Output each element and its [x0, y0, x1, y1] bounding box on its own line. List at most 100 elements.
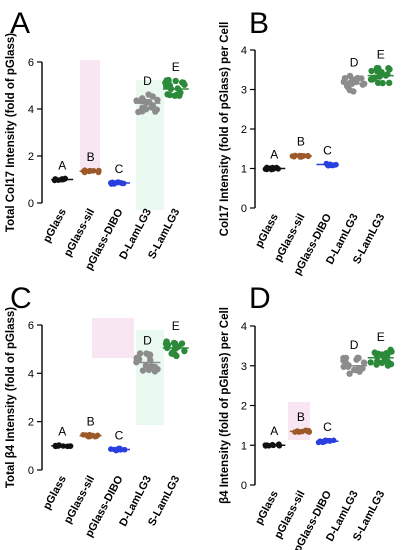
group-letter: B	[297, 135, 305, 149]
data-point	[386, 79, 393, 87]
y-tick-label: 2	[241, 124, 247, 136]
data-cluster-d-lamlg3	[340, 354, 368, 377]
data-point	[359, 365, 366, 372]
data-cluster-s-lamlg3	[162, 338, 189, 360]
data-point	[346, 370, 353, 377]
data-point	[374, 68, 381, 75]
group-letter: D	[143, 333, 152, 347]
panel-label: D	[249, 282, 271, 315]
y-tick-label: 6	[28, 320, 34, 332]
data-cluster-pglass	[51, 442, 74, 450]
data-cluster-pglass-sil	[289, 152, 312, 160]
y-axis-title: Total Col17 Intensity (fold of pGlass)	[5, 33, 17, 232]
data-point	[340, 354, 347, 362]
data-point	[148, 104, 155, 111]
data-point	[154, 96, 161, 104]
group-letter: C	[115, 428, 124, 442]
group-letter: C	[323, 420, 332, 434]
data-cluster-s-lamlg3	[367, 346, 395, 369]
panel-label: B	[249, 7, 269, 40]
panel-b: B 0 1 2 3 4 Col17 Intensity (fold of pGlass) p…	[219, 7, 394, 277]
y-tick-label: 0	[28, 465, 34, 477]
data-cluster-d-lamlg3	[133, 350, 161, 375]
data-point	[368, 67, 375, 75]
data-cluster-pglass-sil	[79, 431, 102, 440]
highlight-box	[92, 318, 134, 358]
data-point	[165, 76, 172, 84]
data-point	[358, 75, 365, 82]
data-point	[341, 74, 349, 82]
data-point	[145, 91, 152, 98]
y-tick-label: 0	[241, 480, 247, 492]
data-point	[360, 359, 368, 366]
y-tick-label: 3	[241, 361, 247, 373]
data-point	[135, 108, 142, 116]
group-letter: B	[87, 414, 95, 428]
data-cluster-s-lamlg3	[162, 76, 189, 99]
data-cluster-pglass-dibo	[108, 445, 130, 454]
group-letter: A	[58, 158, 66, 172]
data-point	[136, 350, 144, 357]
group-letter: A	[270, 147, 278, 161]
data-point	[146, 352, 153, 360]
data-cluster-pglass	[262, 441, 286, 449]
x-tick-label: pGlass	[41, 474, 69, 512]
group-letter: D	[350, 338, 359, 352]
data-point	[346, 86, 354, 94]
data-cluster-d-lamlg3	[340, 72, 368, 95]
y-tick-label: 4	[241, 321, 247, 333]
group-letter: A	[270, 424, 278, 438]
y-tick-label: 4	[241, 45, 247, 57]
y-tick-label: 6	[28, 57, 34, 69]
group-letter: A	[58, 425, 66, 439]
data-point	[135, 356, 143, 363]
data-point	[116, 445, 122, 452]
data-point	[291, 154, 297, 160]
data-point	[181, 347, 188, 355]
x-tick-label: pGlass	[41, 207, 69, 245]
data-point	[388, 348, 395, 355]
data-point	[297, 154, 303, 160]
y-tick-label: 3	[241, 85, 247, 97]
data-point	[178, 79, 186, 86]
data-point	[385, 64, 392, 72]
group-letter: E	[172, 60, 180, 74]
y-tick-label: 0	[241, 203, 247, 215]
data-point	[384, 71, 391, 78]
data-point	[342, 359, 350, 367]
data-cluster-pglass-dibo	[108, 179, 130, 187]
y-tick-label: 1	[241, 164, 247, 176]
data-point	[148, 362, 155, 370]
group-letter: C	[115, 162, 124, 176]
y-tick-label: 0	[28, 198, 34, 210]
data-point	[166, 82, 174, 89]
data-cluster-pglass	[51, 175, 74, 184]
group-letter: D	[350, 56, 359, 70]
panel-a: A 0 2 4 6 Total Col17 Intensity (fold of pGla…	[5, 7, 189, 272]
x-tick-label: pGlass	[253, 489, 281, 527]
y-tick-label: 2	[28, 151, 34, 163]
y-axis-title: Total β4 Intensity (fold of pGlass)	[5, 307, 17, 488]
data-point	[359, 81, 366, 88]
y-tick-label: 2	[241, 401, 247, 413]
y-axis-title: Col17 Intensity (fold of pGlass) per Cel…	[219, 22, 231, 237]
panel-label: A	[10, 7, 30, 40]
highlight-box	[136, 330, 164, 425]
data-point	[166, 91, 174, 99]
group-letter: D	[143, 74, 152, 88]
data-cluster-pglass-dibo	[315, 437, 339, 446]
panel-c: C 0 2 4 6 Total β4 Intensity (fold of pGlass)…	[5, 282, 189, 539]
data-point	[173, 91, 180, 99]
group-letter: E	[377, 330, 385, 344]
data-cluster-d-lamlg3	[133, 91, 161, 116]
data-cluster-pglass-sil	[79, 167, 102, 176]
data-point	[330, 437, 337, 444]
data-cluster-pglass-sil	[289, 427, 313, 435]
panel-label: C	[10, 282, 32, 315]
y-tick-label: 1	[241, 440, 247, 452]
data-point	[352, 366, 360, 374]
data-point	[139, 367, 147, 374]
data-point	[263, 164, 270, 171]
data-point	[170, 339, 178, 347]
